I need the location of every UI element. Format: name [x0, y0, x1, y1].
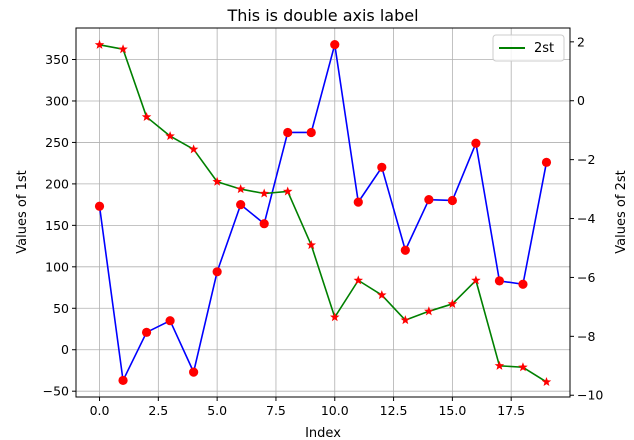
y-tick-label-right: −8 [577, 329, 595, 344]
y-axis-right-label: Values of 2st [614, 170, 629, 253]
x-tick-label: 10.0 [321, 403, 349, 418]
x-tick-label: 15.0 [438, 403, 466, 418]
y-tick-label-right: −6 [577, 270, 595, 285]
series-2-point [353, 275, 364, 285]
y-tick-label-right: 0 [577, 93, 585, 108]
series-2-point [330, 312, 340, 322]
y-tick-label-left: 150 [45, 218, 69, 233]
series-1-point [400, 245, 410, 255]
series-2-point [165, 131, 175, 141]
series-1-point [165, 316, 175, 326]
y-tick-label-left: 200 [45, 176, 69, 191]
series-2-point [259, 188, 269, 198]
x-tick-label: 12.5 [380, 403, 408, 418]
series-1-point [189, 367, 199, 377]
series-1-point [541, 157, 552, 167]
series-1-point [471, 138, 481, 148]
series-2-point [471, 275, 481, 285]
series-2-point [541, 376, 552, 387]
series-layer [94, 39, 552, 387]
y-tick-label-left: 300 [45, 93, 69, 108]
series-1-point [494, 276, 505, 286]
series-2-point [282, 186, 293, 196]
series-2-point [235, 184, 246, 194]
series-1-point [330, 39, 340, 50]
series-2-point [400, 315, 411, 325]
series-1-point [424, 195, 434, 205]
series-1-point [377, 162, 387, 172]
x-axis: 0.0 2.5 5.0 7.5 10.0 12.5 15.0 17.5 [90, 397, 525, 418]
series-1-point [94, 201, 105, 211]
series-2-point [188, 144, 199, 154]
chart-title: This is double axis label [226, 6, 418, 25]
series-1-point [518, 279, 528, 289]
y-tick-label-right: −10 [577, 388, 603, 403]
y-tick-label-left: 250 [45, 135, 69, 150]
series-1-point [141, 327, 152, 337]
y-tick-label-left: 50 [53, 301, 69, 316]
series-2-point [377, 290, 387, 300]
series-2-point [94, 39, 105, 49]
x-axis-label: Index [305, 426, 341, 440]
x-tick-label: 0.0 [90, 403, 110, 418]
x-tick-label: 2.5 [148, 403, 168, 418]
y-tick-label-right: −2 [577, 152, 595, 167]
x-tick-label: 17.5 [497, 403, 525, 418]
legend-label-2st: 2st [534, 41, 554, 56]
series-2-point [518, 362, 528, 372]
y-axis-left-label: Values of 1st [15, 170, 30, 253]
series-1-point [353, 197, 363, 207]
legend-box [492, 34, 565, 62]
grid-lines [76, 28, 570, 397]
series-1-point [306, 127, 316, 138]
series-2-point [118, 44, 128, 54]
series-2-point [141, 111, 152, 121]
y-tick-label-right: −4 [577, 211, 595, 226]
y-tick-label-left: −50 [43, 384, 69, 399]
series-2-point [424, 306, 434, 316]
plot-frame [75, 27, 571, 398]
series-1-point [447, 195, 457, 206]
x-tick-label: 5.0 [207, 403, 227, 418]
y-tick-label-left: 350 [45, 52, 69, 67]
series-1-point [212, 267, 222, 277]
series-1-line [98, 43, 548, 382]
series-1-point [283, 127, 293, 138]
series-1-point [259, 219, 269, 229]
y-tick-label-left: 100 [45, 259, 69, 274]
series-2-point [447, 298, 458, 308]
series-1-point [118, 375, 128, 386]
series-1-point [236, 200, 246, 210]
series-2-line [99, 44, 547, 383]
y-tick-label-left: 0 [61, 342, 69, 357]
series-2-point [212, 176, 222, 186]
y-axis-left: −50 0 50 100 150 200 250 300 350 [43, 52, 76, 399]
series-2-point [306, 240, 316, 250]
series-2-point [494, 360, 505, 370]
y-axis-right: −10 −8 −6 −4 −2 0 2 [570, 34, 603, 403]
y-tick-label-right: 2 [577, 34, 585, 49]
legend: 2st [492, 34, 565, 62]
x-tick-label: 7.5 [266, 403, 286, 418]
